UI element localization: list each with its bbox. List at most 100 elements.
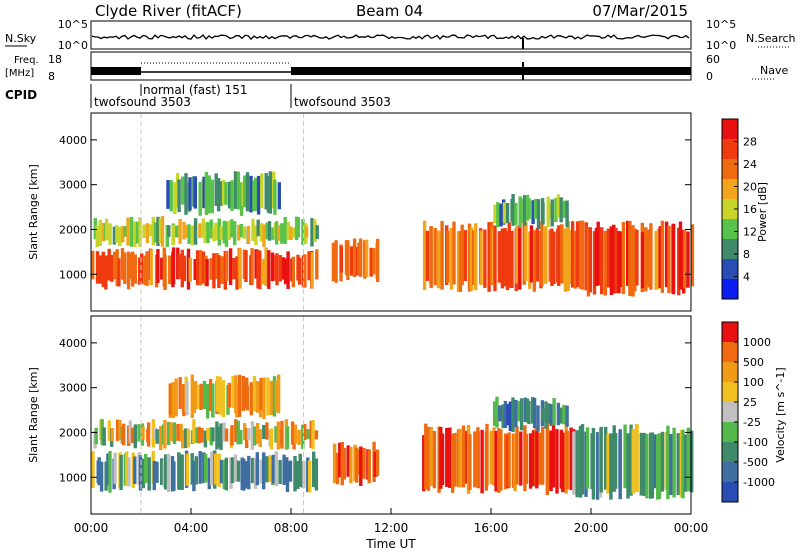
backscatter-column <box>126 217 130 246</box>
backscatter-column <box>555 429 559 494</box>
backscatter-column <box>501 404 505 429</box>
x-tick-label: 20:00 <box>574 521 609 535</box>
power-scatter <box>91 113 695 311</box>
colorbar-tick-label: 4 <box>743 271 750 284</box>
backscatter-column <box>578 425 583 498</box>
backscatter-column <box>508 401 513 432</box>
backscatter-column <box>244 461 249 489</box>
backscatter-column <box>291 256 295 288</box>
backscatter-column <box>121 226 125 243</box>
backscatter-column <box>502 202 507 224</box>
backscatter-column <box>548 203 552 219</box>
backscatter-column <box>274 380 279 412</box>
backscatter-column <box>631 428 635 494</box>
backscatter-column <box>193 381 198 410</box>
time-axis-ticks: 00:00 04:00 08:00 12:00 16:00 20:00 00:00 <box>74 508 708 535</box>
backscatter-column <box>268 455 272 483</box>
backscatter-column <box>424 423 428 490</box>
backscatter-column <box>646 229 651 288</box>
backscatter-column <box>506 404 510 426</box>
backscatter-column <box>253 458 258 489</box>
backscatter-column <box>239 182 244 216</box>
x-tick-label: 12:00 <box>374 521 409 535</box>
backscatter-column <box>216 178 221 212</box>
backscatter-column <box>98 255 103 284</box>
backscatter-column <box>280 420 284 449</box>
backscatter-column <box>339 246 344 273</box>
backscatter-column <box>212 253 216 289</box>
backscatter-column <box>267 250 271 289</box>
backscatter-column <box>259 377 263 411</box>
backscatter-column <box>517 401 521 422</box>
backscatter-column <box>514 202 518 225</box>
backscatter-column <box>168 255 172 285</box>
backscatter-column <box>472 230 476 286</box>
backscatter-column <box>278 255 283 282</box>
backscatter-column <box>231 376 235 409</box>
backscatter-column <box>541 408 545 422</box>
backscatter-column <box>315 225 319 240</box>
backscatter-column <box>456 231 461 292</box>
backscatter-column <box>219 226 224 240</box>
colorbar-tick-label: -25 <box>743 416 761 429</box>
backscatter-column <box>237 224 241 241</box>
backscatter-column <box>302 461 306 488</box>
colorbar-tick-label: 28 <box>743 136 757 149</box>
backscatter-column <box>129 253 133 280</box>
backscatter-column <box>119 454 123 491</box>
backscatter-column <box>118 226 122 247</box>
backscatter-column <box>510 230 514 288</box>
backscatter-column <box>544 226 548 284</box>
backscatter-column <box>460 224 464 285</box>
backscatter-column <box>422 435 426 492</box>
power-colorbar: 28 24 20 16 12 8 4 <box>721 118 757 300</box>
backscatter-column <box>258 429 262 447</box>
backscatter-column <box>584 222 588 291</box>
backscatter-column <box>519 198 523 223</box>
backscatter-column <box>151 216 155 246</box>
backscatter-column <box>277 428 282 446</box>
backscatter-column <box>120 248 125 280</box>
backscatter-column <box>429 226 433 288</box>
backscatter-column <box>631 225 635 297</box>
backscatter-column <box>254 249 258 279</box>
backscatter-column <box>184 224 189 238</box>
backscatter-column <box>585 427 590 489</box>
velocity-scatter <box>91 316 694 514</box>
backscatter-column <box>262 424 266 439</box>
backscatter-column <box>156 216 160 246</box>
backscatter-column <box>524 221 528 282</box>
colorbar-segment <box>722 322 738 342</box>
power-frame <box>90 112 692 312</box>
backscatter-column <box>133 456 137 484</box>
backscatter-column <box>167 225 171 237</box>
backscatter-column <box>270 428 274 450</box>
backscatter-column <box>209 219 213 239</box>
backscatter-column <box>241 376 245 411</box>
backscatter-column <box>152 460 156 491</box>
backscatter-column <box>180 249 184 288</box>
backscatter-column <box>286 221 290 240</box>
backscatter-column <box>91 250 95 280</box>
backscatter-column <box>570 221 575 288</box>
colorbar-segment <box>722 402 738 422</box>
colorbar-segment <box>722 159 738 179</box>
backscatter-column <box>369 247 373 277</box>
backscatter-column <box>523 397 527 422</box>
backscatter-column <box>282 454 286 485</box>
backscatter-column <box>672 427 676 498</box>
backscatter-column <box>265 422 269 440</box>
backscatter-column <box>269 380 274 415</box>
backscatter-column <box>214 222 218 241</box>
backscatter-column <box>492 401 497 426</box>
backscatter-column <box>350 246 354 276</box>
backscatter-column <box>606 434 610 494</box>
backscatter-column <box>286 251 290 289</box>
backscatter-column <box>440 221 444 290</box>
backscatter-column <box>272 454 276 484</box>
backscatter-column <box>541 202 545 225</box>
backscatter-column <box>540 221 544 287</box>
backscatter-column <box>550 228 554 286</box>
backscatter-column <box>234 419 238 443</box>
backscatter-column <box>146 422 151 447</box>
